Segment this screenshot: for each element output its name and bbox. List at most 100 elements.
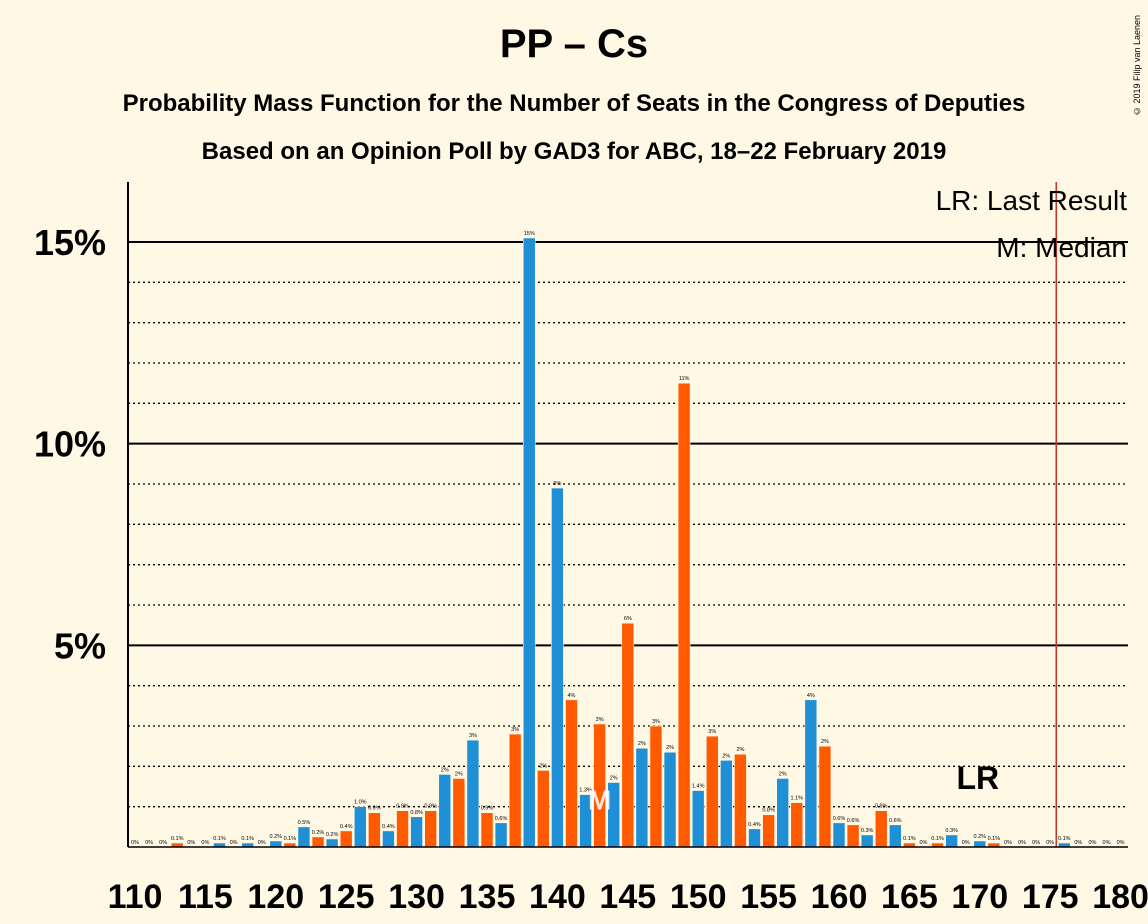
bar-value-label: 0%	[1004, 840, 1012, 846]
bar-value-label: 0%	[1074, 840, 1082, 846]
x-tick-label: 170	[951, 878, 1008, 916]
bar	[424, 810, 437, 848]
bar-value-label: 2%	[441, 767, 449, 773]
bar	[677, 382, 691, 848]
bar-value-label: 0%	[1018, 840, 1026, 846]
bar-value-label: 0.6%	[889, 818, 902, 824]
bar-value-label: 0.1%	[213, 836, 226, 842]
bar	[480, 812, 494, 848]
bar-value-label: 0.2%	[312, 830, 325, 836]
y-tick-label: 15%	[34, 222, 106, 263]
bar-value-label: 0.8%	[410, 810, 423, 816]
bar-value-label: 0%	[920, 840, 928, 846]
x-tick-label: 145	[599, 878, 656, 916]
bar	[396, 810, 409, 848]
bar-value-label: 0.1%	[241, 836, 254, 842]
bar-value-label: 2%	[455, 771, 463, 777]
bar-value-label: 3%	[596, 717, 604, 723]
x-tick-label: 110	[108, 878, 163, 916]
x-tick-label: 115	[178, 878, 233, 916]
x-tick-label: 165	[881, 878, 938, 916]
bar-value-label: 0%	[230, 840, 238, 846]
bar	[720, 759, 733, 848]
x-tick-label: 135	[459, 878, 516, 916]
bar-value-label: 0.1%	[931, 836, 944, 842]
bar-value-label: 0.6%	[833, 816, 846, 822]
chart-source: Based on an Opinion Poll by GAD3 for ABC…	[201, 138, 947, 165]
bar-value-label: 0.5%	[298, 820, 311, 826]
x-tick-label: 175	[1022, 878, 1079, 916]
x-tick-label: 120	[247, 878, 304, 916]
bar	[874, 810, 888, 848]
bar-value-label: 0%	[201, 840, 209, 846]
bar-value-label: 2%	[539, 763, 547, 769]
x-tick-label: 180	[1092, 878, 1148, 916]
bar	[438, 774, 452, 848]
bars	[170, 237, 1071, 848]
x-tick-label: 155	[740, 878, 797, 916]
bar	[734, 753, 747, 848]
bar-value-label: 3%	[469, 733, 477, 739]
legend: LR: Last Result M: Median	[936, 185, 1128, 263]
bar-value-label: 0%	[962, 840, 970, 846]
bar-value-label: 1.4%	[692, 784, 705, 790]
bar-value-label: 0%	[187, 840, 195, 846]
bar	[368, 812, 381, 848]
bar	[776, 778, 789, 848]
bar	[621, 622, 635, 848]
bar-value-label: 0.6%	[495, 816, 508, 822]
bar	[353, 806, 367, 848]
bar-value-label: 3%	[511, 727, 519, 733]
bar-value-label: 0.4%	[340, 824, 353, 830]
bar	[663, 751, 677, 848]
data-labels: 0% 0% 0%0.1%0% 0%0.1%0%0.1%0%0.2% 0.1%0.5%0.…	[131, 231, 1125, 846]
bar	[311, 836, 325, 848]
bar-value-label: 2%	[722, 753, 730, 759]
bar-value-label: 0.9%	[481, 806, 494, 812]
legend-median: M: Median	[996, 232, 1127, 263]
bar-value-label: 0%	[1103, 840, 1111, 846]
bar-value-label: 0%	[1117, 840, 1125, 846]
bar-value-label: 0.3%	[861, 828, 874, 834]
bar	[269, 840, 283, 848]
bar-value-label: 6%	[624, 616, 632, 622]
bar	[945, 834, 958, 848]
bar	[804, 699, 818, 848]
bar	[339, 830, 353, 848]
bar-value-label: 1.1%	[790, 796, 803, 802]
bar	[705, 735, 719, 848]
bar-value-label: 3%	[652, 719, 660, 725]
bar-value-label: 0.3%	[945, 828, 958, 834]
bar-value-label: 0%	[1032, 840, 1040, 846]
x-tick-label: 150	[670, 878, 727, 916]
bar	[748, 828, 761, 848]
x-tick-label: 160	[811, 878, 868, 916]
bar-value-label: 0.4%	[748, 822, 761, 828]
bar	[508, 733, 522, 848]
bar	[452, 778, 466, 848]
bar-value-label: 2%	[779, 771, 787, 777]
median-marker: M	[588, 785, 611, 816]
chart-title: PP – Cs	[499, 22, 649, 66]
bar-value-label: 0%	[131, 840, 139, 846]
bar	[325, 838, 339, 848]
bar-value-label: 2%	[736, 747, 744, 753]
legend-last-result: LR: Last Result	[936, 185, 1128, 216]
x-tick-label: 130	[388, 878, 445, 916]
bar-value-label: 2%	[638, 741, 646, 747]
bar-value-label: 0.1%	[171, 836, 184, 842]
bar	[522, 237, 536, 848]
bar	[691, 790, 705, 848]
bar-value-label: 11%	[679, 376, 690, 382]
x-tick-label: 140	[529, 878, 586, 916]
bar	[889, 824, 902, 848]
bar-value-label: 2%	[666, 745, 674, 751]
axes: 5% 10% 15% LR 110 115 120 125 130 135 140 145 150 155…	[34, 182, 1148, 916]
bar-value-label: 0%	[1046, 840, 1054, 846]
bar	[762, 814, 775, 848]
bar-value-label: 0.9%	[424, 804, 437, 810]
bar	[565, 699, 578, 848]
bar-value-label: 9%	[553, 481, 561, 487]
bar	[382, 830, 395, 848]
